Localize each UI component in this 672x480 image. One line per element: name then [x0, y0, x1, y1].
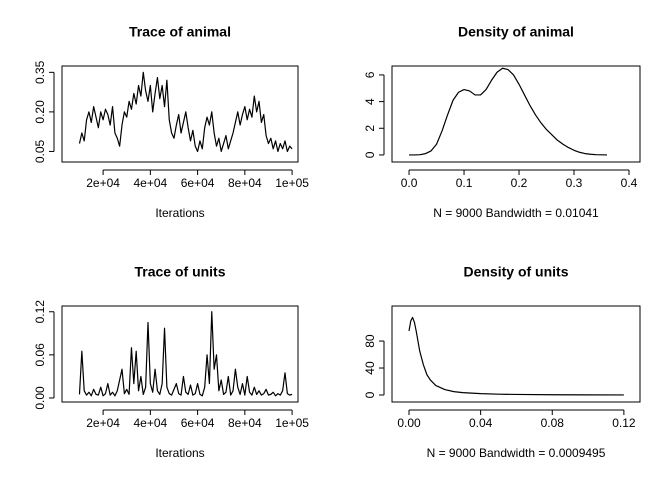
x-axis-label: N = 9000 Bandwidth = 0.0009495: [427, 446, 606, 460]
x-tick-label: 0.4: [621, 176, 638, 190]
x-tick-label: 4e+04: [134, 416, 168, 430]
y-tick-label: 6: [363, 71, 377, 78]
x-tick-label: 6e+04: [181, 416, 215, 430]
y-tick-label: 4: [363, 98, 377, 105]
plot-box: [61, 305, 299, 403]
y-tick-label: 0.20: [33, 100, 47, 124]
x-tick-label: 0.00: [397, 416, 421, 430]
x-tick-label: 0.2: [511, 176, 528, 190]
x-tick-label: 0.04: [469, 416, 493, 430]
x-tick-label: 0.3: [566, 176, 583, 190]
x-axis-label: Iterations: [155, 206, 204, 220]
y-tick-label: 0.05: [33, 139, 47, 163]
x-tick-label: 8e+04: [228, 416, 262, 430]
panel-title: Trace of units: [134, 264, 225, 280]
data-line: [409, 67, 608, 156]
panel-title: Density of units: [463, 264, 568, 280]
data-line: [78, 71, 293, 153]
panel-title: Trace of animal: [129, 24, 231, 40]
x-axis-label: Iterations: [155, 446, 204, 460]
y-tick-label: 0.12: [33, 300, 47, 324]
y-tick-label: 80: [363, 334, 377, 348]
x-tick-label: 1e+05: [275, 176, 309, 190]
y-tick-label: 0.06: [33, 343, 47, 367]
plot-box: [391, 305, 641, 403]
x-tick-label: 0.1: [456, 176, 473, 190]
plot-box: [61, 65, 299, 163]
y-tick-label: 0.35: [33, 60, 47, 84]
x-tick-label: 2e+04: [86, 176, 120, 190]
x-tick-label: 6e+04: [181, 176, 215, 190]
y-tick-label: 0: [363, 391, 377, 398]
y-tick-label: 0.00: [33, 386, 47, 410]
data-line: [408, 316, 624, 396]
x-tick-label: 2e+04: [86, 416, 120, 430]
x-tick-label: 8e+04: [228, 176, 262, 190]
x-tick-label: 1e+05: [275, 416, 309, 430]
y-tick-label: 2: [363, 125, 377, 132]
panel-title: Density of animal: [458, 24, 574, 40]
y-tick-label: 0: [363, 151, 377, 158]
plot-box: [391, 65, 641, 163]
x-tick-label: 0.08: [541, 416, 565, 430]
x-tick-label: 0.12: [612, 416, 636, 430]
x-tick-label: 4e+04: [134, 176, 168, 190]
x-tick-label: 0.0: [401, 176, 418, 190]
x-axis-label: N = 9000 Bandwidth = 0.01041: [433, 206, 599, 220]
data-line: [78, 311, 293, 397]
y-tick-label: 40: [363, 361, 377, 375]
